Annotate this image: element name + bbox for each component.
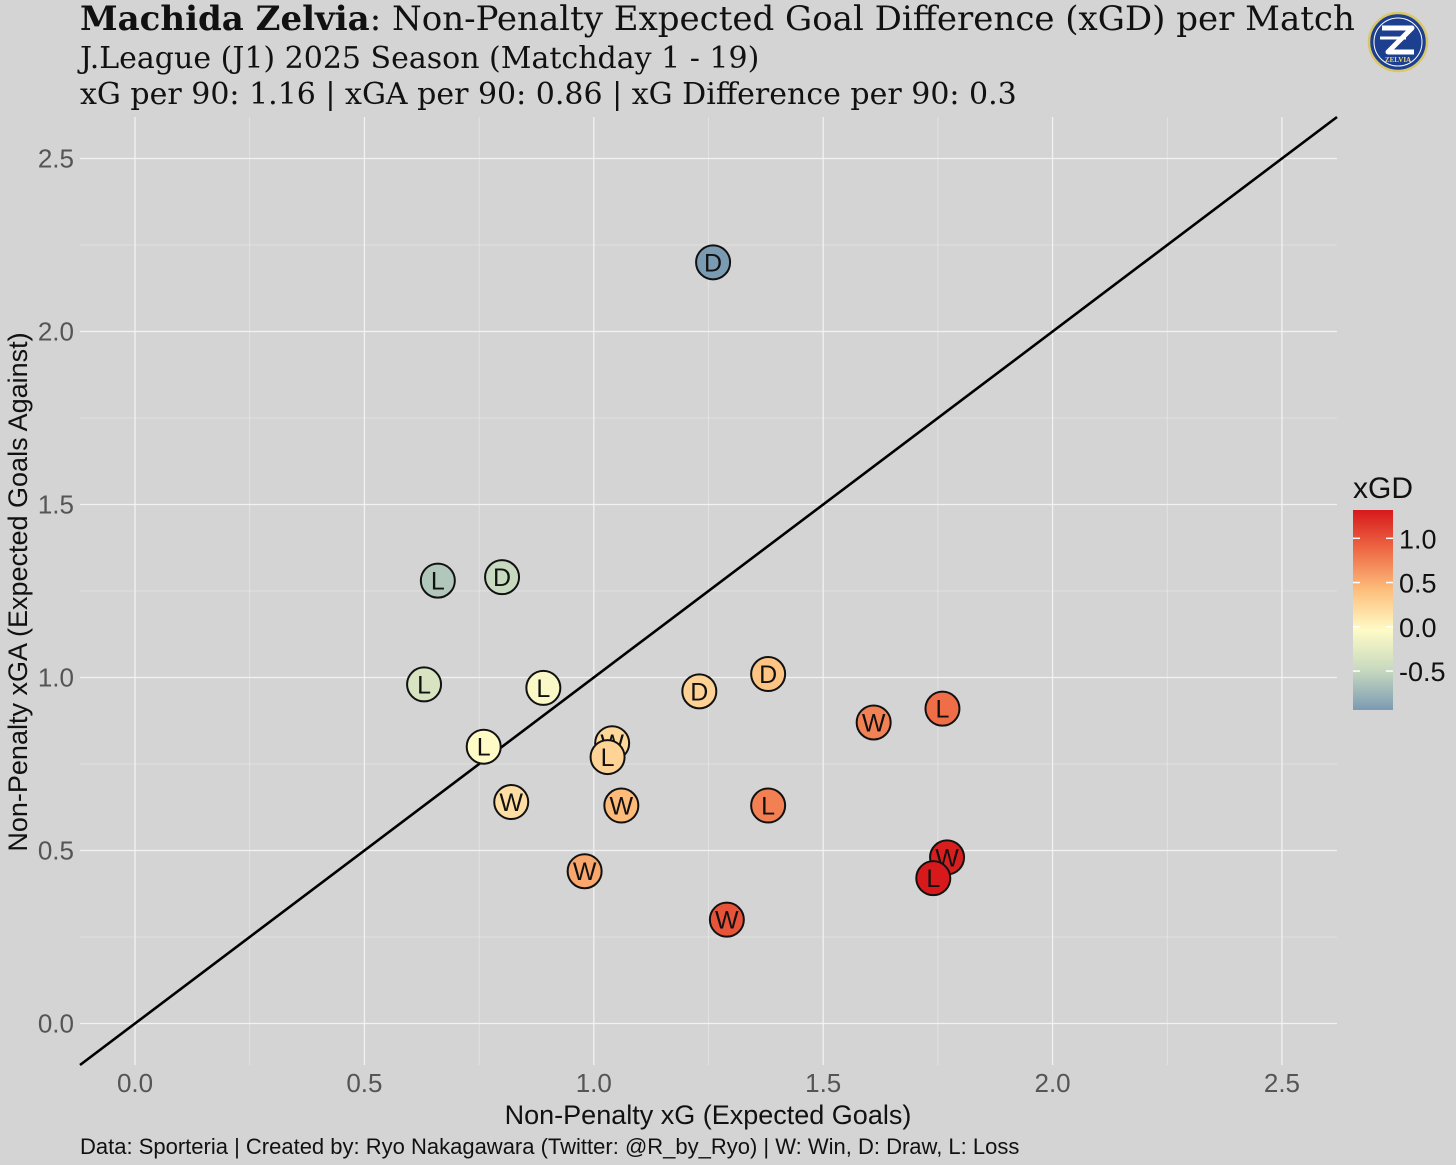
title-team: Machida Zelvia xyxy=(80,0,370,39)
point-result-label: D xyxy=(759,661,777,689)
point-result-label: W xyxy=(715,907,739,935)
chart-caption: Data: Sporteria | Created by: Ryo Nakaga… xyxy=(80,1134,1019,1159)
point-marker xyxy=(406,666,443,703)
chart-subtitle: J.League (J1) 2025 Season (Matchday 1 - … xyxy=(77,41,759,76)
x-tick-label: 1.0 xyxy=(576,1068,612,1098)
point-marker xyxy=(525,669,562,706)
data-point: D xyxy=(681,673,718,710)
y-tick-label: 1.5 xyxy=(38,490,74,520)
data-point: D xyxy=(484,559,521,596)
y-tick-label: 0.0 xyxy=(38,1008,74,1038)
data-point: L xyxy=(915,860,952,897)
point-marker xyxy=(681,673,718,710)
point-marker xyxy=(566,853,603,890)
legend-title: xGD xyxy=(1353,472,1413,505)
x-tick-label: 2.0 xyxy=(1034,1068,1070,1098)
x-axis-ticks: 0.0 0.5 1.0 1.5 2.0 2.5 xyxy=(117,1068,1300,1098)
point-marker xyxy=(915,860,952,897)
point-marker xyxy=(750,656,787,693)
point-marker xyxy=(603,787,640,824)
data-point: W xyxy=(603,787,640,824)
point-result-label: D xyxy=(690,678,708,706)
legend: xGD 1.0 0.5 0.0 -0.5 xyxy=(1353,472,1446,710)
point-result-label: W xyxy=(499,789,523,817)
x-tick-label: 1.5 xyxy=(805,1068,841,1098)
points-layer: DLDLLDDWLLWLWWLWWLW xyxy=(406,244,966,938)
data-point: L xyxy=(589,739,626,776)
x-tick-label: 2.5 xyxy=(1264,1068,1300,1098)
data-point: W xyxy=(708,901,745,938)
point-result-label: L xyxy=(477,734,491,762)
point-result-label: D xyxy=(493,564,511,592)
point-result-label: D xyxy=(704,249,722,277)
chart-subtitle-stats: xG per 90: 1.16 | xGA per 90: 0.86 | xG … xyxy=(80,77,1017,112)
y-axis-label: Non-Penalty xGA (Expected Goals Against) xyxy=(3,332,33,851)
point-result-label: L xyxy=(536,675,550,703)
point-result-label: W xyxy=(573,858,597,886)
data-point: W xyxy=(855,704,892,741)
y-tick-label: 2.5 xyxy=(38,144,74,174)
data-point: L xyxy=(525,669,562,706)
point-result-label: L xyxy=(926,865,940,893)
legend-ticks: 1.0 0.5 0.0 -0.5 xyxy=(1353,524,1446,687)
y-axis-ticks: 0.0 0.5 1.0 1.5 2.0 2.5 xyxy=(38,144,74,1039)
data-point: D xyxy=(695,244,732,281)
x-tick-label: 0.0 xyxy=(117,1068,153,1098)
data-point: W xyxy=(566,853,603,890)
point-marker xyxy=(419,562,456,599)
point-marker xyxy=(465,728,502,765)
point-result-label: L xyxy=(601,744,615,772)
data-point: L xyxy=(924,690,961,727)
data-point: D xyxy=(750,656,787,693)
point-result-label: L xyxy=(417,671,431,699)
y-tick-label: 2.0 xyxy=(38,317,74,347)
club-badge-icon: ZELVIA xyxy=(1367,11,1429,73)
data-point: L xyxy=(419,562,456,599)
data-point: L xyxy=(465,728,502,765)
point-marker xyxy=(589,739,626,776)
data-point: L xyxy=(750,787,787,824)
x-axis-label: Non-Penalty xG (Expected Goals) xyxy=(505,1100,912,1130)
data-point: W xyxy=(493,784,530,821)
legend-tick-label: -0.5 xyxy=(1399,657,1446,687)
point-result-label: W xyxy=(610,793,634,821)
reference-line xyxy=(79,115,1338,1067)
reference-line-layer xyxy=(79,115,1338,1067)
point-marker xyxy=(924,690,961,727)
point-marker xyxy=(708,901,745,938)
point-result-label: L xyxy=(431,568,445,596)
point-result-label: W xyxy=(862,709,886,737)
legend-tick-label: 0.5 xyxy=(1399,569,1437,599)
point-marker xyxy=(855,704,892,741)
point-marker xyxy=(493,784,530,821)
data-point: L xyxy=(406,666,443,703)
point-result-label: L xyxy=(761,793,775,821)
chart-title: Machida Zelvia: Non-Penalty Expected Goa… xyxy=(80,0,1355,39)
point-marker xyxy=(484,559,521,596)
point-result-label: L xyxy=(936,696,950,724)
legend-colorbar xyxy=(1353,510,1393,710)
point-marker xyxy=(695,244,732,281)
svg-text:ZELVIA: ZELVIA xyxy=(1385,56,1411,64)
title-rest: : Non-Penalty Expected Goal Difference (… xyxy=(370,0,1355,39)
x-tick-label: 0.5 xyxy=(346,1068,382,1098)
legend-tick-label: 0.0 xyxy=(1399,613,1437,643)
point-marker xyxy=(750,787,787,824)
y-tick-label: 0.5 xyxy=(38,835,74,865)
y-tick-label: 1.0 xyxy=(38,662,74,692)
legend-tick-label: 1.0 xyxy=(1399,524,1437,554)
